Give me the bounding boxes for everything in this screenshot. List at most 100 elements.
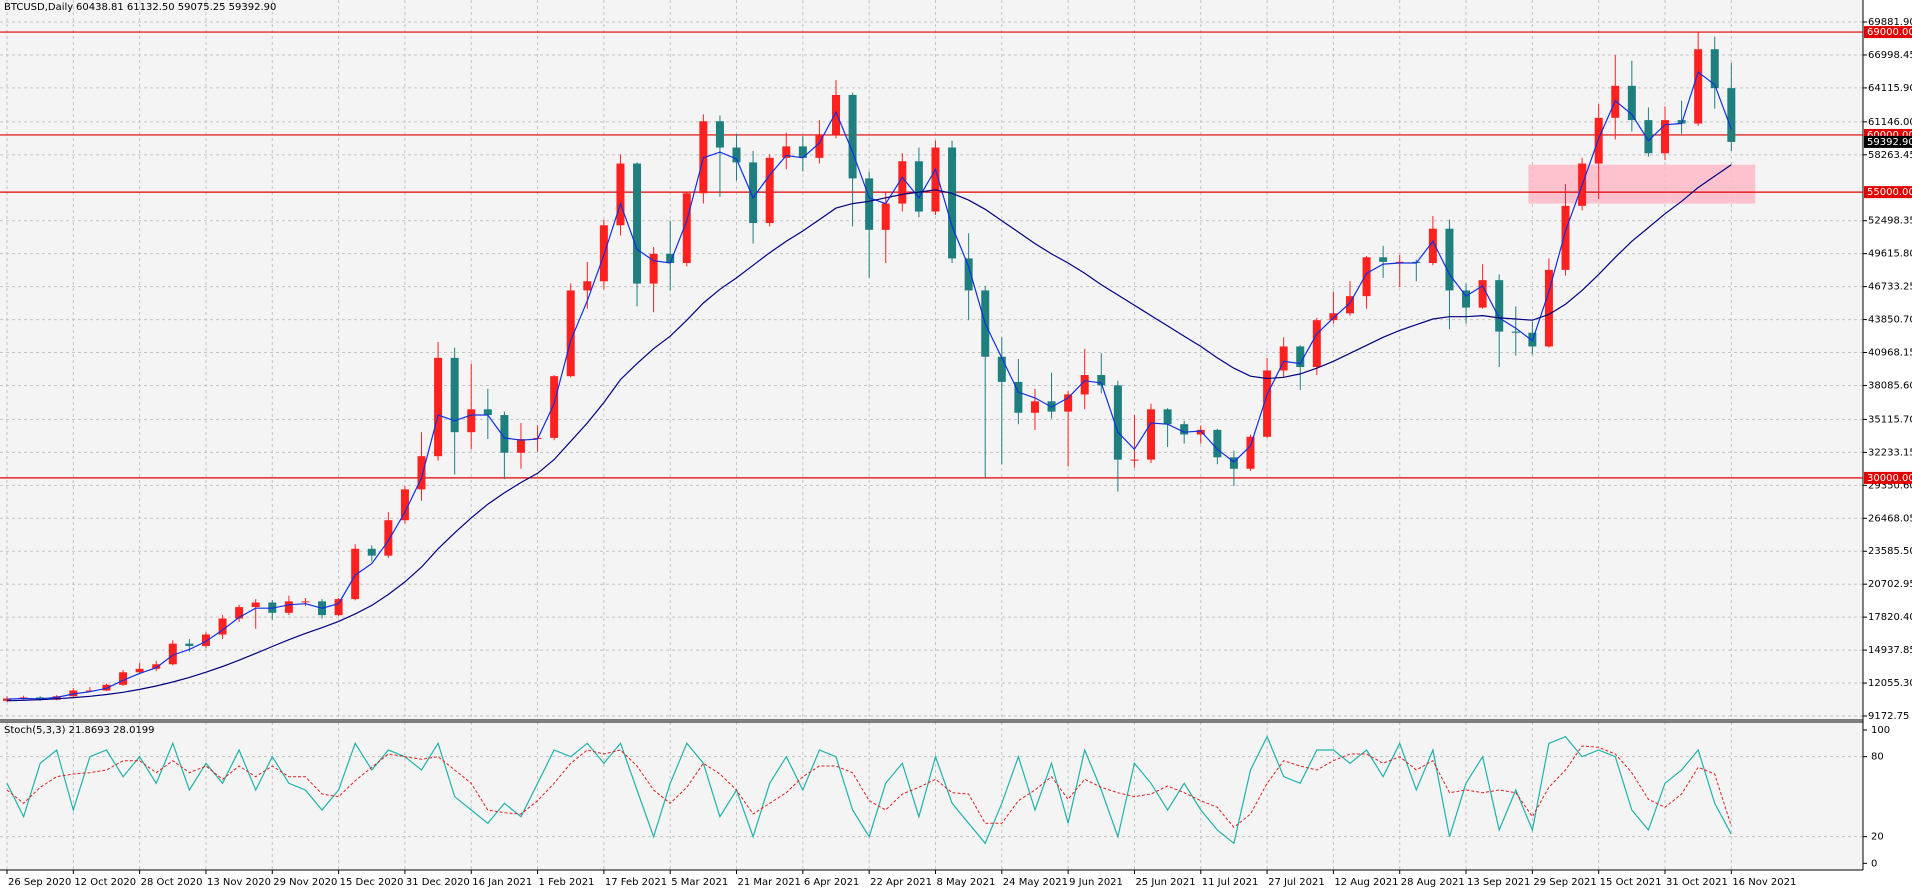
candle-body: [450, 357, 459, 433]
candle-body: [1229, 457, 1238, 469]
candle-body: [1263, 370, 1272, 437]
candle-body: [1014, 381, 1023, 413]
x-tick-label: 13 Nov 2020: [207, 877, 271, 888]
candle-body: [782, 146, 791, 158]
candle-body: [235, 607, 244, 619]
candle-body: [284, 601, 293, 613]
candle-body: [1130, 459, 1139, 461]
x-tick-label: 28 Oct 2020: [141, 877, 203, 888]
zone: [1528, 164, 1756, 204]
x-tick-label: 5 Mar 2021: [671, 877, 728, 888]
candle-body: [1113, 385, 1122, 460]
y-tick-label: 64115.90: [1868, 83, 1912, 94]
candle-body: [135, 668, 144, 673]
candle-body: [931, 147, 940, 212]
y-tick-label: 29350.60: [1868, 480, 1912, 491]
y-tick-label: 26468.05: [1868, 513, 1912, 524]
level-label-box: [1864, 471, 1912, 484]
y-tick-label: 58263.45: [1868, 150, 1912, 161]
candle-body: [765, 157, 774, 223]
y-tick-label: 43850.70: [1868, 315, 1912, 326]
candle-body: [848, 94, 857, 179]
candle-body: [1329, 313, 1338, 321]
level-label-box: [1864, 26, 1912, 39]
candle-body: [914, 161, 923, 212]
candle-body: [649, 253, 658, 284]
x-tick-label: 16 Jan 2021: [472, 877, 532, 888]
candle-body: [1627, 85, 1636, 121]
y-tick-label: 100: [1871, 725, 1890, 736]
candle-body: [351, 548, 360, 600]
y-tick-label: 46733.25: [1868, 282, 1912, 293]
candle-body: [1213, 429, 1222, 458]
price-panel: [0, 0, 1863, 720]
candle-body: [715, 121, 724, 148]
candle-body: [1362, 257, 1371, 297]
x-tick-label: 21 Mar 2021: [738, 877, 801, 888]
candle-body: [1462, 290, 1471, 308]
candle-body: [1644, 120, 1653, 154]
x-tick-label: 28 Aug 2021: [1401, 877, 1465, 888]
x-tick-label: 15 Dec 2020: [340, 877, 404, 888]
stoch-main: [6, 735, 1732, 845]
candle-body: [384, 520, 393, 556]
candle-body: [1544, 269, 1553, 347]
x-tick-label: 17 Feb 2021: [605, 877, 667, 888]
x-tick-label: 16 Nov 2021: [1732, 877, 1796, 888]
candle-body: [832, 94, 840, 135]
candle-body: [1710, 49, 1719, 89]
candle-body: [1445, 228, 1454, 291]
y-tick-label: 38085.60: [1868, 380, 1912, 391]
candle-body: [201, 634, 210, 646]
candle-body: [1196, 429, 1205, 435]
y-tick-label: 52498.35: [1868, 216, 1912, 227]
candle-body: [583, 281, 592, 291]
y-tick-label: 66998.45: [1868, 50, 1912, 61]
y-tick-label: 61146.00: [1868, 117, 1912, 128]
price-label: 59392.90: [1867, 137, 1912, 148]
candle-body: [1379, 257, 1388, 262]
candle-body: [749, 162, 758, 223]
candle-body: [1345, 296, 1354, 314]
candle-body: [1180, 424, 1189, 435]
candle-body: [1594, 117, 1603, 164]
y-tick-label: 17820.40: [1868, 612, 1912, 623]
title-values: 60438.81 61132.50 59075.25 59392.90: [76, 2, 276, 13]
y-tick-label: 32233.15: [1868, 447, 1912, 458]
candle-body: [1727, 88, 1736, 142]
candle-body: [301, 601, 310, 603]
candle-body: [218, 618, 227, 635]
y-tick-label: 40968.15: [1868, 348, 1912, 359]
candle-body: [1147, 409, 1156, 460]
candle-body: [550, 376, 559, 438]
x-tick-label: 31 Oct 2021: [1666, 877, 1728, 888]
candle-body: [400, 489, 409, 521]
y-tick-label: 0: [1871, 858, 1877, 869]
candle-body: [1312, 320, 1321, 368]
y-tick-label: 49615.80: [1868, 249, 1912, 260]
candle-body: [1163, 409, 1172, 425]
stoch-signal: [6, 745, 1732, 828]
candle-body: [898, 161, 907, 204]
candle-body: [1661, 120, 1669, 154]
candle-body: [251, 602, 260, 608]
y-tick-label: 80: [1871, 752, 1884, 763]
x-tick-label: 29 Nov 2020: [273, 877, 337, 888]
candle-body: [666, 253, 675, 263]
candle-body: [682, 193, 691, 263]
candle-body: [367, 548, 376, 556]
candle-body: [798, 146, 807, 158]
x-tick-label: 25 Jun 2021: [1135, 877, 1195, 888]
candle-body: [1296, 346, 1305, 368]
chart-title: BTCUSD,Daily: [4, 2, 73, 13]
candle-body: [815, 134, 824, 158]
x-tick-label: 26 Sep 2020: [8, 877, 71, 888]
candle-body: [732, 147, 741, 163]
candle-body: [964, 258, 973, 291]
level-label: 55000.00: [1867, 187, 1912, 198]
x-tick-label: 13 Sep 2021: [1467, 877, 1530, 888]
candle-body: [500, 415, 509, 453]
x-tick-label: 12 Aug 2021: [1334, 877, 1398, 888]
y-tick-label: 20702.95: [1868, 579, 1912, 590]
y-tick-label: 69881.90: [1868, 17, 1912, 28]
